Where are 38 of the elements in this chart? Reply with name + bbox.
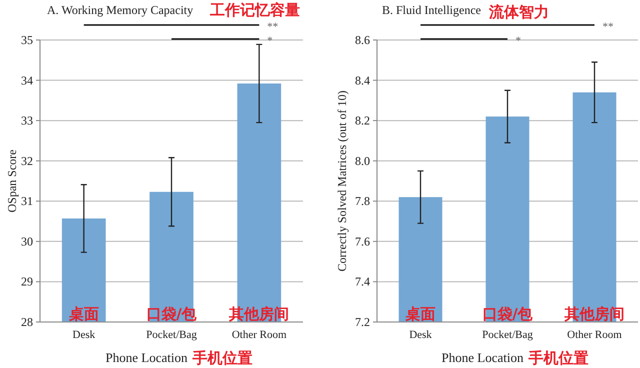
y-tick-label: 8.0 [355, 154, 370, 168]
y-axis-title: Correctly Solved Matrices (out of 10) [335, 90, 349, 272]
y-tick-label: 31 [21, 194, 33, 208]
y-tick-label: 7.4 [355, 274, 370, 289]
x-axis-title: Phone Location [442, 350, 524, 365]
chart-subtitle: 工作记忆容量 [209, 1, 300, 19]
chart-subtitle: 流体智力 [488, 3, 549, 21]
x-tick-label: Pocket/Bag [482, 329, 534, 341]
y-tick-label: 8.2 [355, 114, 370, 128]
y-tick-label: 8.4 [355, 73, 370, 88]
y-tick-label: 32 [21, 154, 33, 168]
annotation: 桌面 [404, 305, 436, 323]
x-tick-label: Other Room [567, 329, 622, 341]
y-tick-label: 7.2 [355, 315, 370, 329]
y-tick-label: 33 [21, 114, 33, 128]
y-tick-label: 8.6 [355, 33, 370, 47]
y-tick-label: 29 [21, 274, 33, 289]
y-tick-label: 34 [21, 73, 33, 88]
y-tick-label: 30 [21, 234, 33, 248]
text: ** [267, 21, 278, 33]
y-tick-label: 28 [21, 315, 33, 329]
x-axis-title: Phone Location [106, 350, 188, 365]
y-tick-label: 7.6 [355, 234, 370, 248]
text: 手机位置 [191, 349, 252, 367]
chart-title: B. Fluid Intelligence [382, 3, 481, 17]
annotation: 桌面 [68, 305, 99, 323]
chart-title: A. Working Memory Capacity [47, 3, 194, 17]
x-tick-label: Desk [409, 329, 432, 341]
x-tick-label: Other Room [232, 329, 287, 341]
y-tick-label: 35 [21, 33, 33, 47]
text: 手机位置 [527, 349, 588, 367]
annotation: * [267, 35, 273, 47]
y-tick-label: 7.8 [355, 194, 370, 208]
x-tick-label: Desk [72, 329, 96, 341]
y-axis-title: OSpan Score [5, 150, 19, 212]
annotation: * [516, 35, 521, 47]
x-tick-label: Pocket/Bag [146, 329, 198, 341]
text: ** [602, 21, 614, 33]
